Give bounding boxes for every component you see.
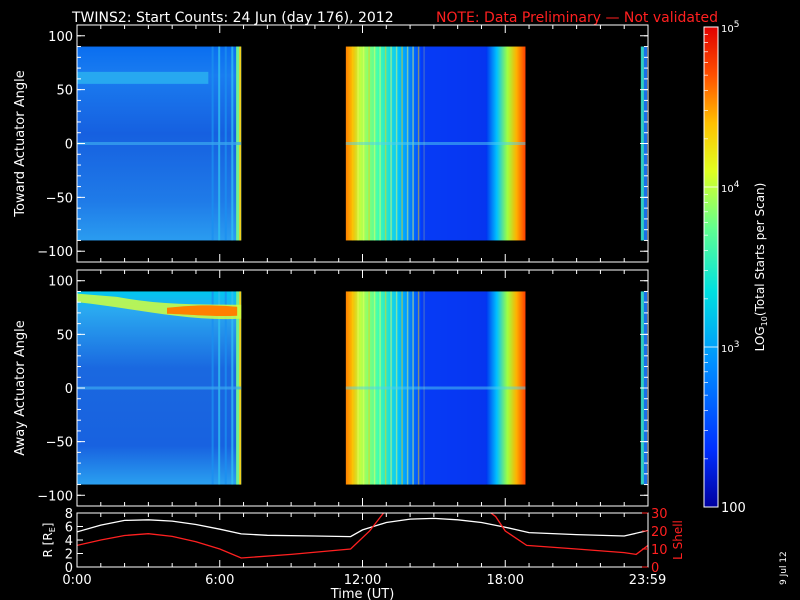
- y-tick-label-right: 20: [651, 525, 668, 540]
- y-tick-label: 100: [48, 275, 73, 290]
- colorbar-tick-label: 103: [721, 340, 739, 355]
- y-tick-label: 0: [65, 382, 73, 397]
- y-tick-label: −100: [37, 489, 73, 504]
- x-tick-label: 6:00: [205, 573, 234, 588]
- y-tick-label: 8: [65, 507, 73, 522]
- preliminary-note: NOTE: Data Preliminary — Not validated: [436, 10, 718, 26]
- colorbar-gradient: [703, 26, 719, 508]
- x-tick-label: 23:59: [629, 573, 666, 588]
- y-tick-label: −100: [37, 245, 73, 260]
- heatmap-zero-line: [345, 142, 526, 145]
- heatmap-zero-line: [77, 142, 242, 145]
- x-axis-label: Time (UT): [330, 587, 395, 600]
- colorbar-label: LOG10(Total Starts per Scan): [753, 183, 769, 352]
- y-tick-label: 0: [65, 561, 73, 576]
- y-axis-label: Toward Actuator Angle: [13, 70, 28, 217]
- heatmap-band: [77, 71, 209, 84]
- heatmap-zero-line: [345, 386, 526, 390]
- chart-title: TWINS2: Start Counts: 24 Jun (day 176), …: [71, 10, 394, 26]
- heatmap-panel-top: 100 50 0 −50 −100 Toward Actuator Angle: [13, 24, 649, 263]
- y-tick-label: 50: [56, 328, 73, 343]
- radius-line: [77, 517, 648, 538]
- heatmap-panel-middle: 100 50 0 −50 −100 Away Actuator Angle: [13, 269, 649, 507]
- colorbar-tick-label: 100: [721, 501, 746, 516]
- heatmap-zero-line: [77, 386, 242, 390]
- x-tick-label: 12:00: [344, 573, 381, 588]
- colorbar: 105 104 103 100 LOG10(Total Starts per Scan): [703, 20, 769, 516]
- x-tick-label: 0:00: [62, 573, 91, 588]
- date-stamp: 9 Jul 12: [779, 551, 789, 585]
- y-tick-label-right: 30: [651, 507, 668, 522]
- colorbar-tick-label: 104: [721, 180, 740, 195]
- y-tick-label: −50: [46, 191, 73, 206]
- y-tick-label: 100: [48, 30, 73, 45]
- lshell-line: [77, 513, 648, 559]
- colorbar-tick-label: 105: [721, 20, 739, 35]
- y-tick-label: −50: [46, 436, 73, 451]
- y-tick-label: 6: [65, 521, 73, 536]
- y-axis-label: Away Actuator Angle: [13, 320, 28, 455]
- y-tick-label: 50: [56, 84, 73, 99]
- y-axis-label-right: L Shell: [671, 520, 685, 560]
- y-tick-label: 4: [65, 534, 73, 549]
- y-tick-label-right: 0: [651, 561, 659, 576]
- y-tick-label: 0: [65, 138, 73, 153]
- y-axis-label-left: R [RE]: [41, 523, 57, 558]
- heatmap-hotspot: [167, 305, 238, 317]
- x-tick-label: 18:00: [487, 573, 524, 588]
- y-tick-label: 2: [65, 548, 73, 563]
- y-tick-label-right: 10: [651, 543, 668, 558]
